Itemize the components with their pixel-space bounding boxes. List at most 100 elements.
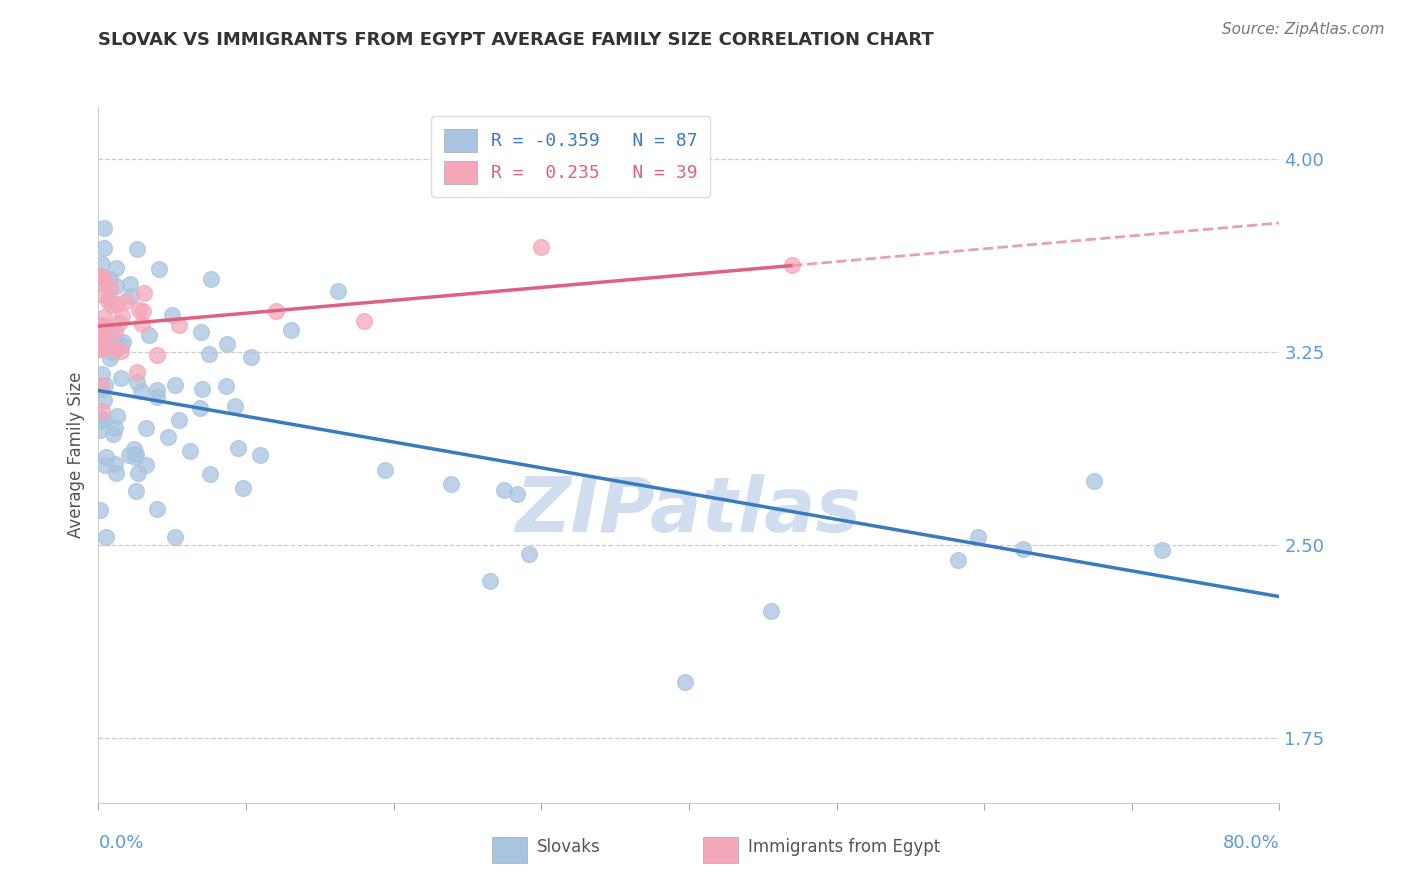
Point xyxy=(90,382,112,396)
Point xyxy=(108,316,131,330)
Point xyxy=(90,413,112,427)
Point xyxy=(1150,543,1173,558)
Point xyxy=(94,319,117,334)
Point xyxy=(91,287,114,301)
Point xyxy=(98,351,121,366)
Point xyxy=(98,272,121,286)
Point xyxy=(217,337,239,351)
Text: ZIPatlas: ZIPatlas xyxy=(516,474,862,548)
Point xyxy=(146,348,169,362)
Point xyxy=(146,384,169,398)
Point xyxy=(90,368,112,382)
Point xyxy=(89,269,111,284)
Text: Slovaks: Slovaks xyxy=(537,838,600,856)
Point xyxy=(111,309,134,323)
Point xyxy=(89,329,111,343)
Point xyxy=(90,276,112,290)
Point xyxy=(517,547,540,561)
Point xyxy=(101,330,124,344)
Point xyxy=(228,441,250,455)
Point xyxy=(94,530,117,544)
Point xyxy=(104,421,127,435)
Point xyxy=(239,351,262,365)
Point xyxy=(89,410,111,425)
Point xyxy=(782,258,804,272)
Point xyxy=(190,325,212,339)
Point xyxy=(98,280,121,294)
Point xyxy=(353,314,375,328)
Point xyxy=(91,338,114,352)
Point xyxy=(97,294,120,309)
Point xyxy=(93,272,115,286)
Point xyxy=(120,289,142,303)
Point xyxy=(104,324,127,338)
Text: 80.0%: 80.0% xyxy=(1223,834,1279,852)
Point xyxy=(89,503,111,517)
Point xyxy=(131,317,153,331)
Point xyxy=(167,318,190,332)
Point xyxy=(146,502,169,516)
Point xyxy=(673,674,696,689)
Point xyxy=(91,403,114,417)
Point xyxy=(124,450,146,464)
Point xyxy=(506,486,529,500)
Point xyxy=(89,329,111,343)
Point xyxy=(91,257,114,271)
Point xyxy=(160,308,183,322)
Point xyxy=(93,241,115,255)
Point xyxy=(118,448,141,462)
Text: Immigrants from Egypt: Immigrants from Egypt xyxy=(748,838,941,856)
Point xyxy=(138,328,160,343)
Point xyxy=(132,304,155,318)
Point xyxy=(124,483,146,498)
Point xyxy=(127,376,149,390)
Point xyxy=(93,393,115,408)
Point xyxy=(89,318,111,332)
Point xyxy=(494,483,516,498)
Point xyxy=(105,342,128,356)
Point xyxy=(374,463,396,477)
Point xyxy=(97,337,120,351)
Point xyxy=(200,272,222,286)
Point xyxy=(122,442,145,457)
Point xyxy=(190,401,212,416)
Point xyxy=(103,334,125,349)
Point xyxy=(479,574,502,589)
Point xyxy=(104,260,127,275)
Point xyxy=(93,271,115,285)
Point xyxy=(128,303,150,318)
Point xyxy=(91,326,114,340)
Point xyxy=(761,604,783,618)
Point xyxy=(93,413,115,427)
Text: SLOVAK VS IMMIGRANTS FROM EGYPT AVERAGE FAMILY SIZE CORRELATION CHART: SLOVAK VS IMMIGRANTS FROM EGYPT AVERAGE … xyxy=(98,31,934,49)
Point xyxy=(110,343,132,358)
Point xyxy=(127,466,149,480)
Point xyxy=(127,365,149,379)
Point xyxy=(224,399,246,413)
Point xyxy=(105,297,128,311)
Point xyxy=(198,346,221,360)
Point xyxy=(167,413,190,427)
Point xyxy=(440,476,463,491)
Point xyxy=(101,345,124,359)
Point xyxy=(112,335,135,350)
Point xyxy=(89,342,111,356)
Point xyxy=(135,458,157,472)
Point xyxy=(946,553,969,567)
Point xyxy=(89,268,111,283)
Point xyxy=(89,423,111,437)
Point xyxy=(114,293,136,308)
Point xyxy=(191,382,214,396)
Point xyxy=(125,447,148,461)
Point xyxy=(200,467,222,481)
Point xyxy=(110,338,132,352)
Point xyxy=(1083,474,1105,488)
Point xyxy=(232,482,254,496)
Point xyxy=(94,458,117,472)
Point xyxy=(1012,542,1035,557)
Point xyxy=(156,430,179,444)
Point xyxy=(179,443,201,458)
Point xyxy=(280,323,302,337)
Point xyxy=(105,466,128,480)
Point xyxy=(96,341,118,355)
